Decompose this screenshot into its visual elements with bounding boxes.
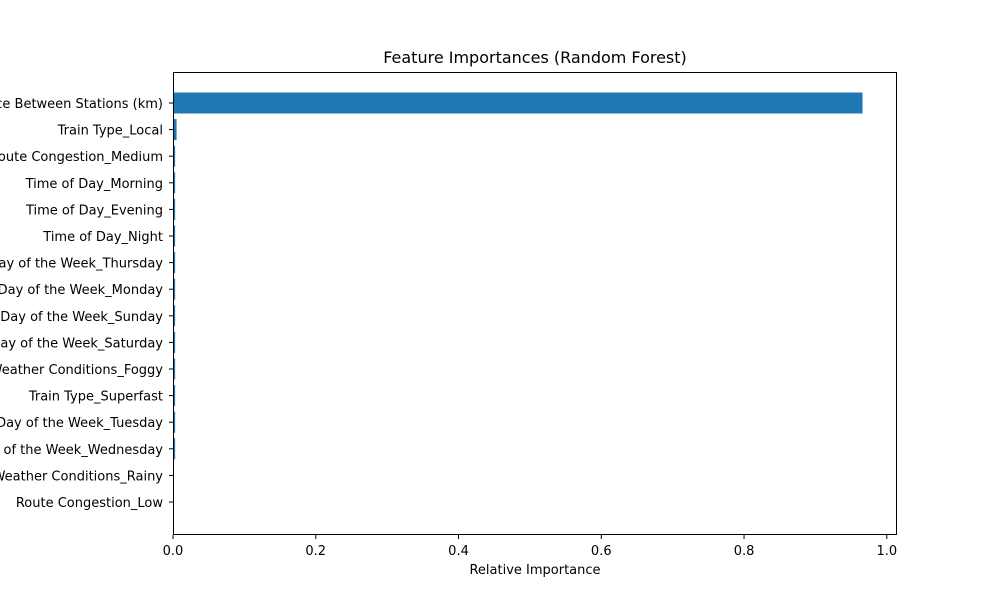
y-tick-label-14: Weather Conditions_Rainy <box>0 469 163 484</box>
x-tick-label-2: 0.4 <box>448 544 469 559</box>
bars-layer <box>173 92 863 513</box>
y-tick-label-15: Route Congestion_Low <box>16 496 164 511</box>
bar-9 <box>173 331 176 353</box>
bar-13 <box>173 438 176 460</box>
chart-title: Feature Importances (Random Forest) <box>383 48 687 67</box>
bar-0 <box>173 92 863 114</box>
y-tick-label-10: Weather Conditions_Foggy <box>0 363 163 378</box>
bar-2 <box>173 145 176 167</box>
bar-8 <box>173 305 176 327</box>
y-tick-label-2: Route Congestion_Medium <box>0 150 163 165</box>
bar-6 <box>173 252 176 274</box>
y-tick-label-8: Day of the Week_Sunday <box>0 310 163 325</box>
y-tick-label-12: Day of the Week_Tuesday <box>0 416 163 431</box>
plot-frame <box>173 72 897 535</box>
y-tick-label-1: Train Type_Local <box>57 124 163 139</box>
y-tick-label-11: Train Type_Superfast <box>28 390 163 405</box>
bar-11 <box>173 385 176 407</box>
y-axis: Distance Between Stations (km) Train Type… <box>0 97 173 511</box>
y-tick-label-7: Day of the Week_Monday <box>0 283 163 298</box>
y-tick-label-0: Distance Between Stations (km) <box>0 97 163 112</box>
y-tick-label-3: Time of Day_Morning <box>25 177 163 192</box>
x-axis-label: Relative Importance <box>469 563 600 578</box>
bar-10 <box>173 358 176 380</box>
bar-12 <box>173 411 176 433</box>
y-tick-label-6: Day of the Week_Thursday <box>0 257 163 272</box>
bar-3 <box>173 172 176 194</box>
bar-4 <box>173 198 176 220</box>
y-tick-label-13: Day of the Week_Wednesday <box>0 443 163 458</box>
x-tick-label-4: 0.8 <box>734 544 755 559</box>
bar-5 <box>173 225 176 247</box>
x-tick-label-5: 1.0 <box>876 544 897 559</box>
y-tick-label-9: Day of the Week_Saturday <box>0 336 163 351</box>
y-tick-label-5: Time of Day_Night <box>42 230 163 245</box>
x-axis: 0.0 0.2 0.4 0.6 0.8 1.0 <box>163 535 897 559</box>
y-tick-label-4: Time of Day_Evening <box>25 203 163 218</box>
bar-7 <box>173 278 176 300</box>
x-tick-label-3: 0.6 <box>591 544 612 559</box>
bar-1 <box>173 119 177 141</box>
x-tick-label-0: 0.0 <box>163 544 184 559</box>
x-tick-label-1: 0.2 <box>305 544 326 559</box>
